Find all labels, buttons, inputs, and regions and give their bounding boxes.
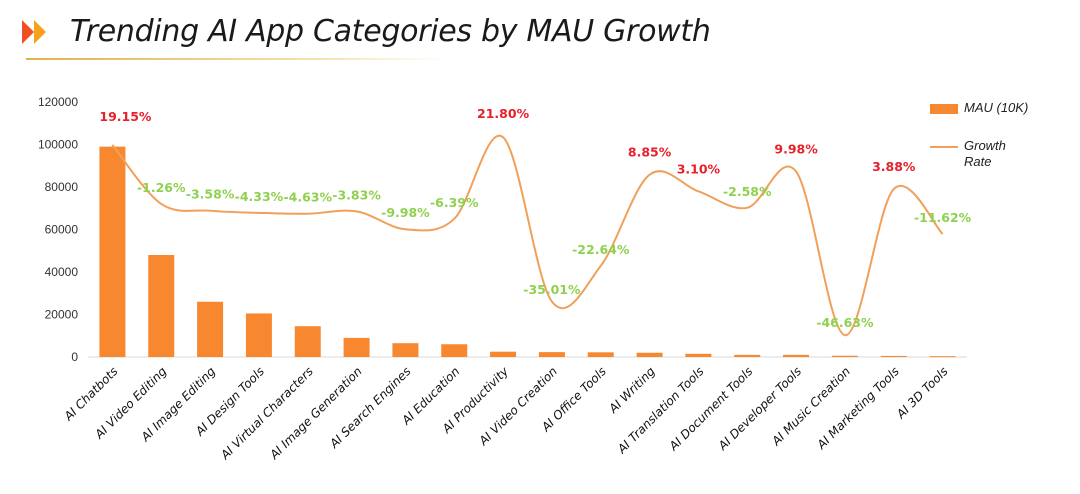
bar: [734, 354, 761, 357]
y-tick-label: 0: [71, 350, 78, 364]
y-tick-label: 120000: [38, 95, 78, 109]
page-title: Trending AI App Categories by MAU Growth: [70, 14, 711, 49]
legend-bar-swatch: [930, 104, 958, 114]
bar: [538, 352, 565, 357]
growth-label: -46.63%: [816, 315, 874, 330]
growth-label: -4.33%: [235, 189, 284, 204]
bar: [294, 326, 321, 357]
x-category-label: AI Marketing Tools: [814, 364, 902, 452]
growth-label: -6.39%: [430, 195, 479, 210]
y-tick-label: 60000: [45, 223, 79, 237]
growth-label: 3.10%: [677, 161, 721, 176]
growth-label: 21.80%: [477, 106, 530, 121]
growth-rate-line: [111, 134, 944, 337]
bar: [587, 352, 614, 357]
bar: [245, 313, 272, 357]
growth-label: -3.83%: [332, 187, 381, 202]
bar: [148, 255, 175, 357]
x-category-label: AI Translation Tools: [614, 364, 706, 456]
bar: [685, 353, 712, 357]
legend-label-growth: Growth Rate: [964, 138, 1006, 170]
x-category-label: AI Document Tools: [666, 364, 756, 454]
growth-label: -22.64%: [572, 242, 630, 257]
x-category-label: AI Virtual Characters: [217, 364, 316, 463]
y-tick-label: 100000: [38, 138, 78, 152]
growth-label: 3.88%: [872, 159, 916, 174]
y-tick-label: 80000: [45, 180, 79, 194]
brand-logo-icon: [22, 20, 46, 44]
bar: [197, 301, 224, 357]
growth-label: -35.01%: [523, 282, 581, 297]
x-category-label: AI Image Generation: [266, 364, 364, 462]
growth-label: -1.26%: [137, 180, 186, 195]
bar: [441, 344, 468, 357]
x-category-label: AI Search Engines: [326, 364, 413, 451]
growth-label: -3.58%: [186, 187, 235, 202]
legend-label-growth-line1: Growth: [964, 138, 1006, 153]
growth-label: 9.98%: [774, 141, 818, 156]
bar: [636, 352, 663, 357]
title-divider: [26, 58, 446, 60]
growth-label: -2.58%: [723, 184, 772, 199]
x-category-label: AI Developer Tools: [715, 364, 804, 453]
bar: [490, 351, 517, 357]
legend-label-growth-line2: Rate: [964, 154, 992, 169]
y-tick-label: 20000: [45, 308, 79, 322]
y-tick-label: 40000: [45, 265, 79, 279]
bar: [831, 355, 858, 357]
growth-label: 8.85%: [628, 145, 672, 160]
bar: [392, 343, 419, 357]
x-category-label: AI Writing: [606, 364, 658, 416]
growth-label: -11.62%: [914, 210, 972, 225]
bar: [783, 354, 810, 357]
bar: [880, 355, 907, 357]
growth-label: -9.98%: [381, 205, 430, 220]
legend-line-swatch: [930, 146, 958, 148]
growth-label: 19.15%: [99, 109, 152, 124]
x-category-label: AI 3D Tools: [893, 364, 951, 422]
bar: [99, 146, 126, 357]
bar: [929, 356, 956, 358]
legend-label-mau: MAU (10K): [964, 100, 1029, 115]
bar: [343, 337, 370, 357]
growth-label: -4.63%: [283, 190, 332, 205]
